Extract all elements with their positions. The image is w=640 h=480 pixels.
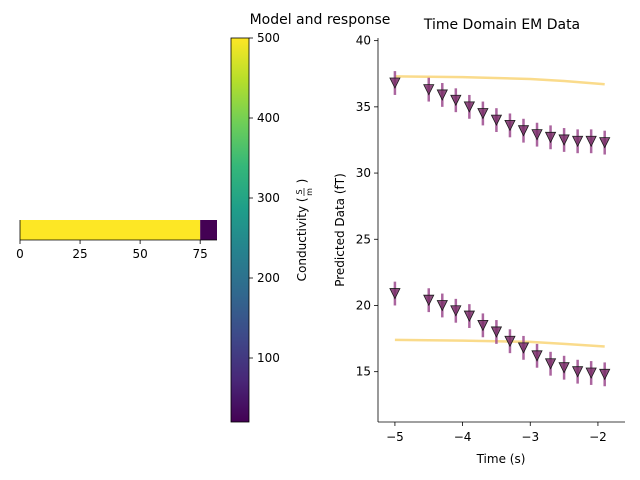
colorbar-label-text: Conductivity ( bbox=[295, 197, 309, 281]
data-point-marker bbox=[389, 288, 401, 300]
data-point-marker bbox=[504, 335, 516, 348]
data-point-marker bbox=[490, 114, 503, 126]
colorbar-tick-label: 400 bbox=[257, 111, 280, 125]
data-point-marker bbox=[585, 367, 597, 379]
data-x-ticks: −5 −4 −3 −2 bbox=[386, 422, 607, 444]
data-y-tick-label: 35 bbox=[356, 100, 371, 114]
data-point-marker bbox=[477, 319, 489, 332]
predicted-response-line bbox=[394, 75, 605, 86]
data-point-marker bbox=[544, 358, 557, 370]
model-x-tick-label: 25 bbox=[72, 247, 87, 261]
model-x-tick-label: 0 bbox=[16, 247, 24, 261]
data-y-tick-label: 25 bbox=[356, 232, 371, 246]
data-point-marker bbox=[517, 342, 530, 354]
data-point-marker bbox=[599, 137, 611, 149]
data-point-marker bbox=[599, 368, 611, 381]
data-point-marker bbox=[531, 350, 543, 362]
data-point-marker bbox=[463, 310, 476, 322]
data-x-tick-label: −2 bbox=[589, 430, 607, 444]
y-axis-label: Predicted Data (fT) bbox=[333, 173, 347, 287]
x-axis-label: Time (s) bbox=[476, 452, 526, 466]
data-x-tick-label: −5 bbox=[386, 430, 404, 444]
data-point-marker bbox=[558, 134, 570, 146]
data-point-marker bbox=[504, 119, 516, 132]
colorbar-gradient bbox=[231, 38, 249, 422]
data-point-marker bbox=[423, 294, 435, 307]
data-points bbox=[389, 71, 611, 387]
data-point-marker bbox=[558, 362, 570, 374]
colorbar-label-denominator: m bbox=[305, 188, 314, 196]
data-y-tick-label: 20 bbox=[356, 298, 371, 312]
predicted-response-line bbox=[394, 338, 605, 348]
data-point-marker bbox=[517, 125, 530, 137]
data-point-marker bbox=[490, 326, 503, 338]
colorbar-tick-label: 500 bbox=[257, 31, 280, 45]
data-x-tick-label: −4 bbox=[454, 430, 472, 444]
colorbar-ticks: 100 200 300 400 500 bbox=[249, 31, 280, 365]
colorbar-tick-label: 200 bbox=[257, 271, 280, 285]
data-point-marker bbox=[531, 129, 543, 141]
model-layer-segment bbox=[20, 220, 201, 240]
colorbar-label-numerator: S bbox=[295, 189, 304, 194]
data-point-marker bbox=[450, 94, 462, 107]
data-point-marker bbox=[571, 366, 584, 378]
data-y-tick-label: 40 bbox=[356, 34, 371, 48]
model-strip bbox=[20, 220, 217, 240]
colorbar-label-close: ) bbox=[295, 179, 309, 184]
figure-suptitle: Model and response bbox=[250, 12, 391, 28]
model-x-tick-label: 50 bbox=[132, 247, 147, 261]
fit-lines bbox=[394, 75, 605, 348]
colorbar-tick-label: 300 bbox=[257, 191, 280, 205]
model-x-tick-label: 75 bbox=[193, 247, 208, 261]
colorbar-tick-label: 100 bbox=[257, 351, 280, 365]
colorbar-label: Conductivity () S m bbox=[295, 179, 314, 282]
colorbar: 100 200 300 400 500 Conductivity () S m bbox=[230, 31, 314, 423]
model-x-ticks: 0 25 50 75 bbox=[16, 240, 208, 261]
data-point-marker bbox=[436, 89, 448, 101]
data-point-marker bbox=[544, 131, 557, 144]
data-title: Time Domain EM Data bbox=[423, 17, 580, 33]
data-point-marker bbox=[585, 135, 597, 148]
data-y-tick-label: 30 bbox=[356, 166, 371, 180]
data-point-marker bbox=[436, 300, 448, 312]
data-point-marker bbox=[463, 101, 476, 113]
data-point-marker bbox=[571, 135, 584, 148]
data-panel: Time Domain EM Data −5 −4 −3 −2 15 20 25 30 35 4… bbox=[333, 17, 625, 466]
model-panel: 0 25 50 75 bbox=[16, 220, 217, 261]
data-point-marker bbox=[477, 108, 489, 120]
colorbar-frame bbox=[230, 37, 250, 423]
data-x-tick-label: −3 bbox=[521, 430, 539, 444]
data-point-marker bbox=[389, 77, 401, 89]
data-y-ticks: 15 20 25 30 35 40 bbox=[356, 34, 378, 379]
data-point-marker bbox=[423, 84, 435, 96]
model-layer-segment bbox=[200, 220, 217, 240]
data-y-tick-label: 15 bbox=[356, 365, 371, 379]
svg-text:Conductivity (): Conductivity () bbox=[295, 179, 309, 282]
data-point-marker bbox=[450, 305, 462, 317]
